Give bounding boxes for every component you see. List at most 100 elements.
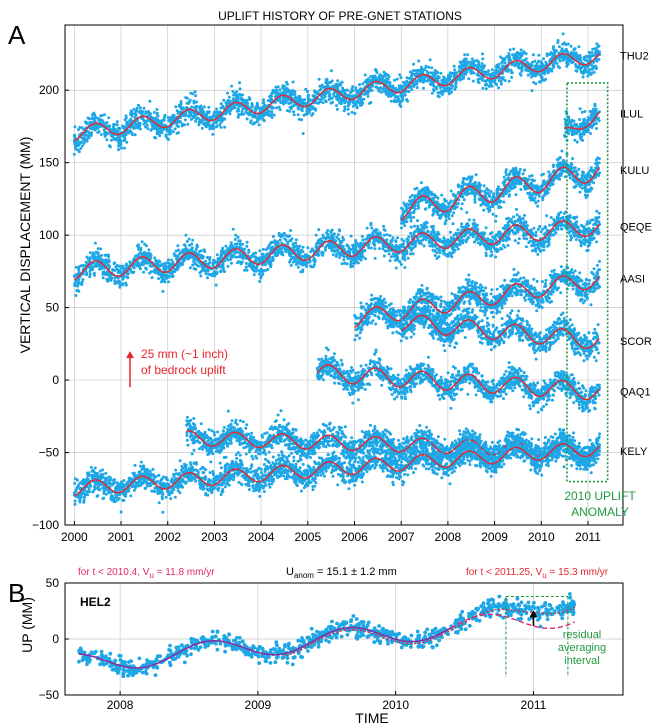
data-point — [417, 59, 421, 63]
data-point — [582, 57, 586, 61]
data-point — [407, 199, 411, 203]
data-point — [163, 113, 167, 117]
data-point — [160, 122, 164, 125]
data-point — [512, 169, 516, 173]
data-point — [530, 60, 534, 64]
data-point — [370, 88, 374, 92]
data-point — [580, 66, 584, 69]
data-point — [440, 89, 443, 93]
data-point — [192, 99, 196, 103]
data-point — [473, 59, 477, 63]
data-point — [166, 115, 170, 119]
data-point — [131, 133, 134, 137]
data-point — [323, 99, 327, 103]
data-point — [219, 102, 223, 106]
data-point — [328, 92, 332, 96]
data-point — [573, 47, 577, 51]
data-point — [488, 205, 492, 209]
data-point — [551, 179, 555, 183]
data-point — [563, 117, 567, 121]
data-point — [589, 132, 592, 135]
data-point — [123, 118, 127, 122]
data-point — [72, 135, 76, 138]
data-point — [198, 250, 202, 253]
data-point — [292, 113, 296, 117]
data-point — [107, 255, 111, 259]
data-point — [484, 72, 488, 76]
data-point — [555, 176, 559, 180]
data-point — [596, 156, 600, 160]
data-point — [278, 88, 282, 92]
data-point — [346, 88, 349, 92]
data-point — [580, 110, 584, 114]
data-point — [528, 174, 532, 178]
data-point — [422, 197, 426, 201]
data-point — [487, 210, 491, 213]
data-point — [354, 86, 358, 90]
data-point — [450, 90, 453, 94]
data-point — [395, 77, 399, 81]
data-point — [534, 82, 538, 86]
data-point — [335, 82, 339, 86]
data-point — [306, 90, 310, 94]
data-point — [135, 106, 139, 110]
data-point — [373, 256, 377, 260]
data-point — [260, 115, 264, 119]
data-point — [470, 57, 474, 61]
panel-a-ylabel: VERTICAL DISPLACEMENT (MM) — [17, 137, 33, 354]
data-point — [353, 112, 357, 115]
data-point — [394, 266, 398, 270]
data-point — [347, 112, 350, 116]
data-point — [572, 170, 576, 174]
data-point — [417, 206, 420, 210]
data-point — [76, 148, 80, 152]
data-point — [551, 182, 555, 186]
data-point — [382, 233, 386, 237]
data-point — [450, 251, 454, 255]
data-point — [446, 75, 450, 79]
data-point — [314, 100, 318, 104]
data-point — [230, 84, 234, 88]
data-point — [467, 77, 471, 81]
data-point — [223, 125, 227, 129]
data-point — [187, 100, 191, 104]
data-point — [452, 207, 456, 210]
data-point — [219, 125, 223, 129]
data-point — [515, 52, 519, 56]
data-point — [494, 219, 498, 223]
data-point — [519, 73, 523, 77]
data-point — [212, 121, 216, 125]
data-point — [356, 99, 360, 103]
data-point — [293, 93, 297, 96]
data-point — [578, 107, 582, 111]
data-point — [175, 124, 179, 127]
data-point — [370, 84, 374, 88]
data-point — [412, 215, 416, 219]
data-point — [156, 127, 160, 131]
data-point — [205, 113, 208, 117]
data-point — [490, 250, 493, 254]
data-point — [441, 81, 445, 85]
data-point — [99, 114, 103, 118]
data-point — [363, 80, 367, 84]
data-point — [474, 173, 478, 177]
data-point — [238, 87, 242, 91]
data-point — [477, 181, 481, 185]
data-point — [558, 156, 562, 160]
data-point — [200, 126, 204, 130]
data-point — [486, 188, 490, 192]
data-point — [512, 185, 516, 189]
data-point — [431, 213, 435, 217]
data-point — [595, 117, 599, 121]
data-point — [482, 184, 486, 188]
data-point — [460, 225, 464, 229]
data-point — [497, 86, 500, 90]
data-point — [206, 276, 209, 280]
data-point — [413, 207, 417, 211]
data-point — [241, 257, 245, 260]
data-point — [142, 270, 146, 274]
data-point — [561, 169, 564, 173]
data-point — [331, 84, 335, 88]
data-point — [76, 128, 80, 132]
data-point — [268, 95, 272, 99]
